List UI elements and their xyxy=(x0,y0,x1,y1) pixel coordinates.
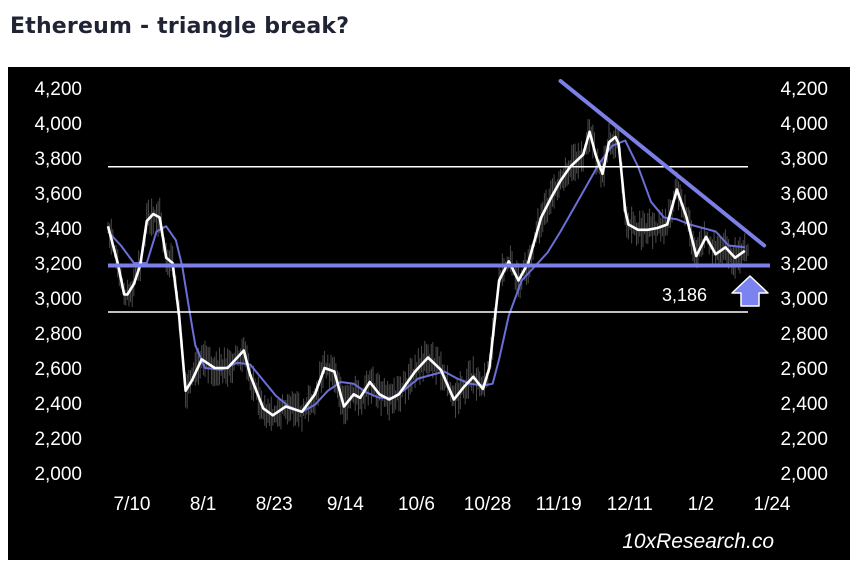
x-tick: 10/28 xyxy=(464,494,512,515)
y-tick-left: 4,000 xyxy=(34,114,82,135)
y-tick-right: 4,200 xyxy=(780,79,828,100)
chart-title: Ethereum - triangle break? xyxy=(10,14,350,39)
y-tick-right: 3,600 xyxy=(780,184,828,205)
x-tick: 11/19 xyxy=(536,494,582,515)
chart-panel xyxy=(8,67,850,560)
y-tick-left: 2,200 xyxy=(34,429,82,450)
up-arrow-icon xyxy=(731,275,769,307)
x-tick: 1/24 xyxy=(754,494,791,515)
support-value-label: 3,186 xyxy=(662,285,707,305)
y-tick-left: 3,000 xyxy=(34,289,82,310)
y-tick-left: 3,800 xyxy=(34,149,82,170)
x-tick: 9/14 xyxy=(327,494,364,515)
x-tick: 8/23 xyxy=(256,494,293,515)
y-tick-right: 3,800 xyxy=(780,149,828,170)
y-tick-right: 4,000 xyxy=(780,114,828,135)
y-tick-right: 2,600 xyxy=(780,359,828,380)
y-tick-left: 4,200 xyxy=(34,79,82,100)
y-tick-left: 2,400 xyxy=(34,394,82,415)
x-tick: 1/2 xyxy=(688,494,714,515)
y-tick-left: 2,000 xyxy=(34,464,82,485)
y-tick-left: 3,600 xyxy=(34,184,82,205)
y-tick-left: 3,400 xyxy=(34,219,82,240)
y-tick-right: 2,000 xyxy=(780,464,828,485)
x-tick: 10/6 xyxy=(398,494,435,515)
y-tick-left: 2,800 xyxy=(34,324,82,345)
y-tick-right: 2,200 xyxy=(780,429,828,450)
y-tick-right: 2,800 xyxy=(780,324,828,345)
y-tick-right: 3,400 xyxy=(780,219,828,240)
moving-average-line xyxy=(107,139,745,413)
x-tick: 7/10 xyxy=(114,494,151,515)
x-tick: 12/11 xyxy=(607,494,653,515)
descending-trendline xyxy=(558,79,767,248)
price-line xyxy=(106,130,746,417)
y-tick-right: 3,200 xyxy=(780,254,828,275)
y-tick-right: 3,000 xyxy=(780,289,828,310)
brand-watermark: 10xResearch.co xyxy=(622,530,774,553)
x-tick: 8/1 xyxy=(190,494,216,515)
y-tick-left: 3,200 xyxy=(34,254,82,275)
y-tick-left: 2,600 xyxy=(34,359,82,380)
y-tick-right: 2,400 xyxy=(780,394,828,415)
